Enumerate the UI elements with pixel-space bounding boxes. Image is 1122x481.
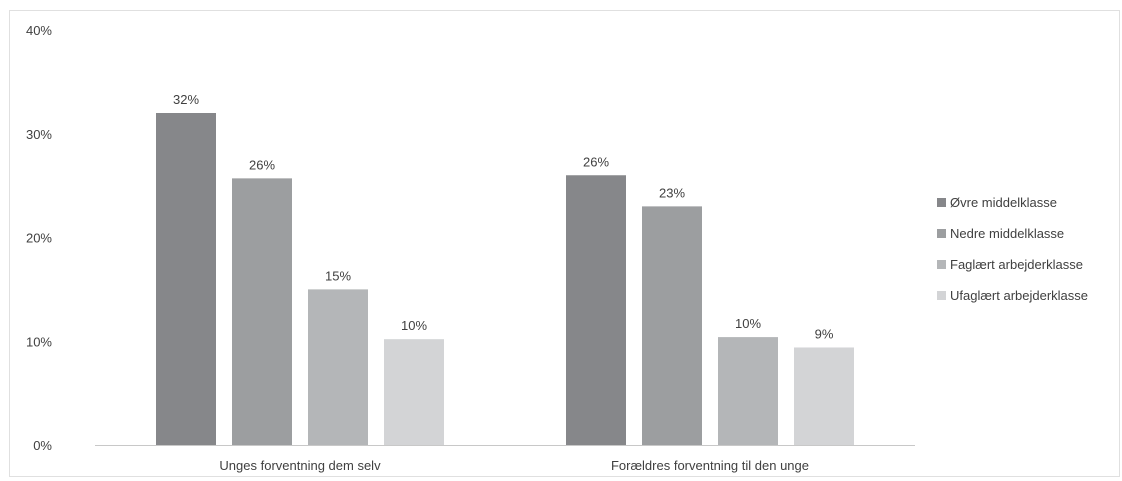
chart-border — [9, 10, 1120, 477]
legend-item: Øvre middelklasse — [937, 195, 1057, 210]
bar — [566, 175, 626, 445]
bar — [794, 347, 854, 445]
data-label: 26% — [583, 154, 609, 169]
legend-item: Ufaglært arbejderklasse — [937, 288, 1088, 303]
legend-item: Nedre middelklasse — [937, 226, 1064, 241]
bar — [232, 178, 292, 446]
data-label: 26% — [249, 157, 275, 172]
data-label: 10% — [401, 318, 427, 333]
data-label: 32% — [173, 92, 199, 107]
legend-label: Faglært arbejderklasse — [950, 257, 1083, 272]
y-tick-label: 0% — [33, 438, 52, 453]
bar — [156, 113, 216, 445]
legend: Øvre middelklasse Nedre middelklasse Faglæ… — [937, 195, 1088, 303]
legend-swatch — [937, 198, 946, 207]
legend-label: Nedre middelklasse — [950, 226, 1064, 241]
bars — [156, 113, 854, 446]
legend-item: Faglært arbejderklasse — [937, 257, 1083, 272]
legend-swatch — [937, 291, 946, 300]
y-axis-tick-labels: 0% 10% 20% 30% 40% — [26, 23, 52, 453]
category-label: Forældres forventning til den unge — [611, 458, 809, 473]
legend-label: Ufaglært arbejderklasse — [950, 288, 1088, 303]
data-label: 10% — [735, 316, 761, 331]
y-tick-label: 30% — [26, 127, 52, 142]
legend-swatch — [937, 229, 946, 238]
y-tick-label: 10% — [26, 334, 52, 349]
data-label: 9% — [815, 326, 834, 341]
bar — [642, 206, 702, 445]
data-label: 15% — [325, 268, 351, 283]
y-tick-label: 40% — [26, 23, 52, 38]
y-tick-label: 20% — [26, 231, 52, 246]
category-labels: Unges forventning dem selv Forældres forv… — [219, 458, 809, 473]
data-label: 23% — [659, 185, 685, 200]
bar — [384, 339, 444, 445]
category-label: Unges forventning dem selv — [219, 458, 381, 473]
bar — [718, 337, 778, 445]
bar — [308, 289, 368, 445]
legend-label: Øvre middelklasse — [950, 195, 1057, 210]
data-labels: 32% 26% 15% 10% 26% 23% 10% 9% — [173, 92, 834, 341]
legend-swatch — [937, 260, 946, 269]
